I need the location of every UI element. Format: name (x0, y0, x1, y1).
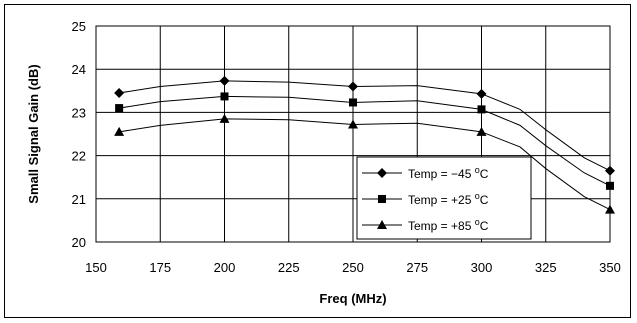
x-tick-label: 275 (406, 260, 428, 275)
series-line (119, 118, 611, 211)
data-point-diamond (348, 81, 358, 92)
legend-marker-square (378, 195, 386, 203)
data-point-triangle (348, 119, 358, 129)
data-point-triangle (114, 126, 125, 136)
data-point-diamond (605, 165, 615, 176)
legend-label-text: Temp = +25 (408, 193, 475, 207)
legend-degree: o (475, 165, 480, 175)
series-line (119, 95, 611, 187)
legend-label: Temp = −45 oC (408, 165, 489, 181)
x-tick-label: 250 (342, 260, 364, 275)
x-tick-label: 150 (85, 260, 107, 275)
y-tick-label: 20 (72, 235, 86, 250)
x-tick-label: 350 (599, 260, 621, 275)
x-tick-label: 300 (471, 260, 493, 275)
x-axis-title: Freq (MHz) (319, 291, 386, 306)
legend-entry: Temp = −45 oC (362, 165, 489, 181)
y-tick-label: 23 (72, 105, 86, 120)
y-tick-label: 22 (72, 149, 86, 164)
data-point-triangle (605, 204, 615, 214)
y-tick-label: 25 (72, 19, 86, 34)
data-point-diamond (219, 75, 230, 86)
legend-label-text: Temp = −45 (408, 167, 475, 181)
legend-label: Temp = +85 oC (408, 217, 489, 233)
series-3 (114, 113, 615, 214)
data-point-triangle (219, 113, 230, 123)
x-tick-labels: 150 175 200 225 250 275 300 325 350 (85, 260, 621, 275)
series-line (119, 80, 611, 172)
legend-unit: C (480, 167, 489, 181)
legend-degree: o (475, 217, 480, 227)
y-tick-label: 21 (72, 192, 86, 207)
data-point-square (115, 104, 124, 113)
x-tick-label: 225 (278, 260, 300, 275)
legend-unit: C (480, 193, 489, 207)
data-point-diamond (114, 87, 125, 98)
data-point-square (349, 98, 357, 107)
x-tick-label: 325 (535, 260, 557, 275)
y-axis-title: Small Signal Gain (dB) (26, 64, 41, 203)
legend-label: Temp = +25 oC (408, 191, 489, 207)
legend-label-text: Temp = +85 (408, 219, 475, 233)
data-point-square (606, 181, 614, 190)
x-tick-label: 175 (149, 260, 171, 275)
y-tick-label: 24 (72, 62, 86, 77)
series-2 (115, 92, 614, 190)
legend-marker-triangle (377, 220, 387, 229)
legend-entry: Temp = +85 oC (362, 217, 489, 233)
data-point-square (477, 105, 486, 114)
series-layer (114, 75, 615, 214)
legend-unit: C (480, 219, 489, 233)
data-point-diamond (476, 88, 487, 99)
y-tick-labels: 20 21 22 23 24 25 (72, 19, 86, 250)
data-point-square (220, 92, 229, 101)
series-1 (114, 75, 615, 176)
legend-marker-diamond (377, 168, 387, 178)
plot-border (95, 25, 611, 243)
x-tick-label: 200 (214, 260, 236, 275)
data-point-triangle (476, 126, 487, 136)
legend-degree: o (475, 191, 480, 201)
legend-entry: Temp = +25 oC (362, 191, 489, 207)
